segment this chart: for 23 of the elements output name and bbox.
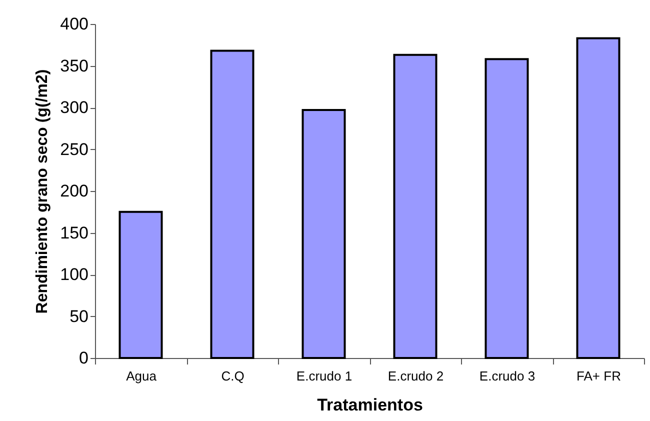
y-axis-title: Rendimiento grano seco (g(/m2): [34, 69, 52, 314]
y-tick-label: 200: [60, 182, 88, 200]
bar: [576, 37, 620, 359]
y-tick-label: 100: [60, 265, 88, 284]
bar: [302, 109, 346, 359]
x-tick-label: FA+ FR: [576, 368, 621, 384]
y-tick-label: 400: [60, 14, 88, 34]
x-tick-label: E.crudo 2: [388, 368, 444, 384]
y-tick-label: 350: [60, 56, 88, 76]
x-tick-label: E.crudo 3: [479, 368, 536, 384]
bar: [484, 58, 529, 359]
x-axis-title: Tratamientos: [317, 396, 423, 414]
y-tick-label: 50: [70, 306, 88, 326]
y-tick-label: 250: [60, 140, 88, 159]
x-tick-label: Agua: [126, 368, 158, 384]
bar: [393, 54, 438, 359]
y-tick-label: 300: [60, 98, 88, 117]
bar: [118, 210, 163, 359]
bar: [210, 50, 254, 359]
y-tick-label: 150: [60, 223, 88, 242]
x-tick-label: E.crudo 1: [296, 368, 352, 384]
x-tick-label: C.Q: [221, 368, 244, 384]
y-tick-label: 0: [79, 348, 88, 368]
